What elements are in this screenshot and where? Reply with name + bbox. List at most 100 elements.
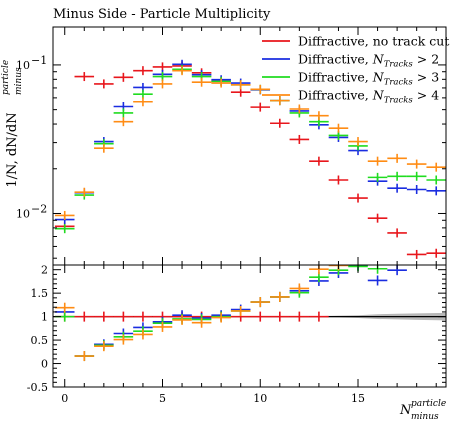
x-axis-label-sub: minus <box>411 412 439 422</box>
data-point <box>211 78 231 88</box>
ratio-point <box>250 297 271 308</box>
legend-item: Diffractive, NTracks > 4 <box>262 88 439 106</box>
data-point <box>74 187 95 197</box>
legend-label: Diffractive, NTracks > 3 <box>298 70 439 88</box>
y-tick-exponent: −1 <box>31 54 47 67</box>
y-axis-label: 1/N, dN/dN <box>5 112 20 187</box>
data-point <box>348 137 368 147</box>
ratio-point <box>94 341 114 352</box>
data-point <box>367 156 388 166</box>
data-point <box>387 171 407 181</box>
ratio-y-tick-label: 2 <box>41 264 48 277</box>
data-point <box>250 102 271 112</box>
data-point <box>54 210 75 220</box>
legend-label: Diffractive, NTracks > 4 <box>298 88 439 106</box>
ratio-point <box>250 311 271 322</box>
data-point <box>406 171 427 181</box>
legend: Diffractive, no track cut Diffractive, NT… <box>262 34 449 106</box>
legend-label: Diffractive, no track cut <box>298 34 449 49</box>
data-point <box>328 175 349 185</box>
ratio-point <box>133 311 153 322</box>
x-tick-label: 10 <box>253 392 267 405</box>
ratio-point <box>172 314 192 325</box>
ratio-point <box>94 311 114 322</box>
ratio-point <box>211 312 231 323</box>
series-main-3 <box>54 66 446 220</box>
data-point <box>94 79 114 89</box>
series-main-0 <box>54 61 446 259</box>
data-point <box>309 156 329 166</box>
data-point <box>406 185 427 195</box>
legend-item: Diffractive, NTracks > 2 <box>262 52 439 70</box>
y-axis-label-group: 1/N, dN/dN particle minus <box>1 60 24 188</box>
data-point <box>426 186 446 196</box>
ratio-point <box>309 311 329 322</box>
legend-item: Diffractive, NTracks > 3 <box>262 70 439 88</box>
data-point <box>133 66 153 76</box>
x-axis-label: N <box>399 403 412 418</box>
ratio-point <box>191 317 212 328</box>
x-axis-label-sup: particle <box>411 399 446 409</box>
legend-item: Diffractive, no track cut <box>262 34 449 49</box>
x-tick-label: 15 <box>351 392 365 405</box>
x-tick-label: 0 <box>61 392 68 405</box>
data-point <box>367 172 388 182</box>
data-point <box>113 72 134 82</box>
data-point <box>367 213 388 223</box>
data-point <box>172 66 192 76</box>
ratio-point <box>230 305 251 316</box>
ratio-y-tick-label: 1 <box>41 311 48 324</box>
main-panel <box>52 26 447 266</box>
data-point <box>152 79 173 89</box>
y-tick-label: 10 <box>16 207 30 220</box>
data-point <box>406 249 427 259</box>
data-point <box>270 118 290 128</box>
ratio-point <box>74 311 95 322</box>
data-point <box>387 228 407 238</box>
ratio-y-tick-label: -0.5 <box>27 381 48 394</box>
ratio-point <box>74 351 95 362</box>
data-point <box>133 97 153 107</box>
data-point <box>191 77 212 87</box>
ratio-point <box>289 311 310 322</box>
data-point <box>328 123 349 133</box>
ratio-point <box>133 329 153 340</box>
data-point <box>309 111 329 121</box>
y-tick-exponent: −2 <box>31 202 47 215</box>
ratio-point <box>113 334 134 345</box>
data-point <box>113 117 134 127</box>
data-point <box>426 162 446 172</box>
y-tick-label: 10 <box>16 59 30 72</box>
data-point <box>94 143 114 153</box>
ratio-panel <box>52 264 447 388</box>
data-point <box>133 89 153 99</box>
ratio-frame <box>52 264 447 388</box>
ratio-point <box>113 311 134 322</box>
legend-label: Diffractive, NTracks > 2 <box>298 52 439 70</box>
data-point <box>270 96 290 106</box>
x-tick-label: 5 <box>159 392 166 405</box>
ratio-y-tick-label: 0.5 <box>31 334 49 347</box>
data-point <box>387 183 407 193</box>
data-point <box>348 193 368 203</box>
chart-title: Minus Side - Particle Multiplicity <box>53 7 271 22</box>
ratio-point <box>54 302 75 313</box>
ratio-y-tick-label: 0 <box>41 358 48 371</box>
data-point <box>113 108 134 118</box>
ratio-point <box>270 311 290 322</box>
ratio-point <box>270 291 290 302</box>
data-point <box>289 104 310 114</box>
data-point <box>54 224 75 234</box>
data-point <box>426 175 446 185</box>
ratio-point <box>367 275 388 286</box>
ratio-y-tick-label: 1.5 <box>31 287 49 300</box>
data-point <box>387 153 407 163</box>
ratio-point <box>289 283 310 294</box>
data-point <box>230 80 251 90</box>
data-point <box>250 84 271 94</box>
y-axis-label-sup: particle <box>1 60 11 95</box>
y-axis-label-sub: minus <box>14 67 24 95</box>
ratio-point <box>152 321 173 332</box>
